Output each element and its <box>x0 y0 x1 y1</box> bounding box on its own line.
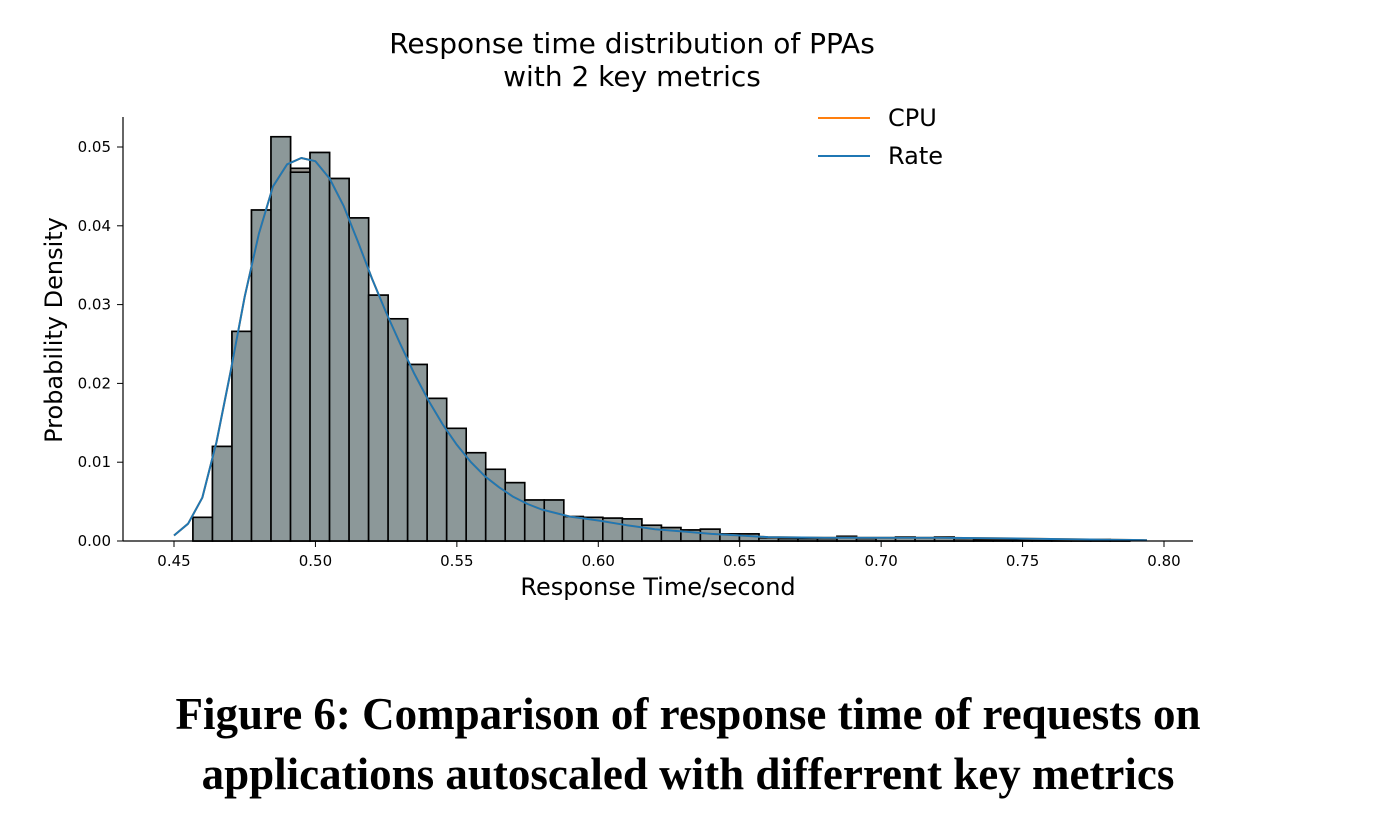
axes <box>122 117 1193 542</box>
x-tick-label-6: 0.75 <box>1006 552 1039 570</box>
legend-label-rate: Rate <box>888 142 943 170</box>
chart-title-line-1: Response time distribution of PPAs <box>389 27 875 60</box>
x-tick-label-2: 0.55 <box>440 552 473 570</box>
rate-bar-6 <box>309 151 331 542</box>
chart-title: Response time distribution of PPAs with … <box>389 27 875 93</box>
x-tick-label-5: 0.70 <box>864 552 897 570</box>
rate-bar-8 <box>348 217 370 542</box>
y-tick-label-3: 0.03 <box>78 296 111 314</box>
legend-label-cpu: CPU <box>888 104 937 132</box>
y-tick-label-4: 0.04 <box>78 217 111 235</box>
rate-bar-9 <box>367 294 389 542</box>
rate-bar-7 <box>328 177 350 542</box>
rate-bar-5 <box>289 171 311 542</box>
y-axis-label: Probability Density <box>40 217 68 443</box>
x-axis-ticks: 0.45 0.50 0.55 0.60 0.65 0.70 0.75 0.80 <box>157 541 1181 570</box>
rate-bar-22 <box>621 518 643 542</box>
kde-curves <box>173 157 1148 542</box>
rate-kde-line <box>173 157 1148 542</box>
x-tick-label-7: 0.80 <box>1147 552 1180 570</box>
x-tick-label-1: 0.50 <box>299 552 332 570</box>
x-tick-label-3: 0.60 <box>582 552 615 570</box>
x-tick-label-0: 0.45 <box>157 552 190 570</box>
histogram-chart: Response time distribution of PPAs with … <box>40 27 1193 601</box>
y-tick-label-0: 0.00 <box>78 532 111 550</box>
rate-bar-4 <box>270 135 292 542</box>
x-tick-label-4: 0.65 <box>723 552 756 570</box>
figure-caption-line-2: applications autoscaled with differrent … <box>201 749 1175 799</box>
rate-bar-19 <box>562 515 585 542</box>
figure-caption: Figure 6: Comparison of response time of… <box>0 684 1376 804</box>
legend: CPU Rate <box>818 104 943 170</box>
y-tick-label-2: 0.02 <box>78 374 111 392</box>
rate-bar-18 <box>543 499 565 542</box>
rate-bar-12 <box>426 397 448 542</box>
y-axis-ticks: 0.00 0.01 0.02 0.03 0.04 0.05 <box>78 138 123 550</box>
figure-caption-line-1: Figure 6: Comparison of response time of… <box>175 689 1201 739</box>
rate-bar-2 <box>231 330 253 542</box>
rate-histogram-bars <box>192 135 1131 542</box>
rate-bar-0 <box>192 516 214 542</box>
y-tick-label-1: 0.01 <box>78 453 111 471</box>
chart-title-line-2: with 2 key metrics <box>503 60 761 93</box>
y-tick-label-5: 0.05 <box>78 138 111 156</box>
rate-bar-1 <box>211 445 233 542</box>
rate-bar-16 <box>504 481 526 542</box>
x-axis-label: Response Time/second <box>520 573 795 601</box>
rate-bar-3 <box>250 209 272 542</box>
